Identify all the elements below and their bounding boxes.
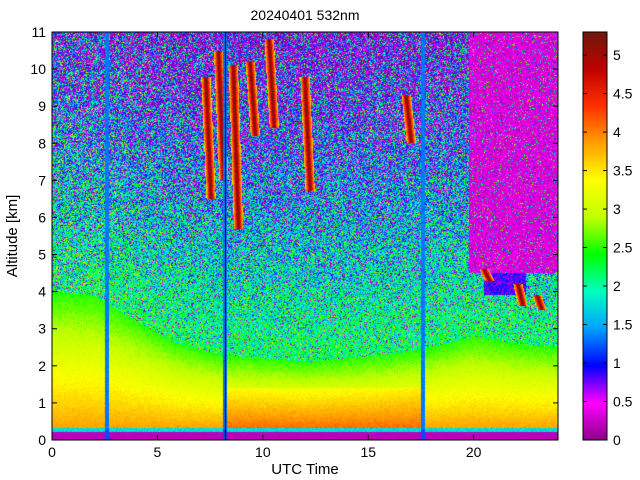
colorbar-tick-label: 0 bbox=[613, 432, 621, 448]
y-tick-label: 0 bbox=[38, 432, 46, 448]
y-tick-label: 7 bbox=[38, 172, 46, 188]
colorbar-tick-label: 4 bbox=[613, 124, 621, 140]
heatmap-image bbox=[52, 32, 558, 440]
x-tick-label: 15 bbox=[360, 444, 376, 460]
y-tick-label: 10 bbox=[30, 61, 46, 77]
colorbar: 0 0.5 1 1.5 2 2.5 3 3.5 4 4.5 5 bbox=[582, 31, 633, 448]
y-tick-label: 8 bbox=[38, 135, 46, 151]
y-tick-label: 6 bbox=[38, 209, 46, 225]
colorbar-tick-label: 0.5 bbox=[613, 394, 633, 410]
colorbar-ticks: 0 0.5 1 1.5 2 2.5 3 3.5 4 4.5 5 bbox=[583, 47, 633, 448]
colorbar-tick-label: 4.5 bbox=[613, 86, 633, 102]
x-axis: 0 5 10 15 20 bbox=[48, 32, 482, 460]
colorbar-tick-label: 2.5 bbox=[613, 240, 633, 256]
y-tick-label: 3 bbox=[38, 321, 46, 337]
x-tick-label: 5 bbox=[154, 444, 162, 460]
colorbar-tick-label: 1.5 bbox=[613, 317, 633, 333]
colorbar-tick-label: 1 bbox=[613, 355, 621, 371]
x-tick-label: 20 bbox=[466, 444, 482, 460]
y-tick-label: 2 bbox=[38, 358, 46, 374]
y-axis-label: Altitude [km] bbox=[4, 195, 21, 278]
y-tick-label: 9 bbox=[38, 98, 46, 114]
colorbar-tick-label: 2 bbox=[613, 278, 621, 294]
y-tick-label: 4 bbox=[38, 284, 46, 300]
chart-title: 20240401 532nm bbox=[251, 7, 360, 23]
y-tick-label: 11 bbox=[31, 24, 46, 40]
colorbar-tick-label: 3 bbox=[613, 201, 621, 217]
y-tick-label: 5 bbox=[38, 247, 46, 263]
colorbar-gradient bbox=[582, 31, 608, 441]
y-axis: 0 1 2 3 4 5 6 7 8 9 10 11 bbox=[30, 24, 558, 448]
colorbar-tick-label: 3.5 bbox=[613, 163, 633, 179]
colorbar-tick-label: 5 bbox=[613, 47, 621, 63]
x-axis-label: UTC Time bbox=[271, 461, 339, 478]
x-tick-label: 10 bbox=[255, 444, 271, 460]
x-tick-label: 0 bbox=[48, 444, 56, 460]
y-tick-label: 1 bbox=[38, 395, 46, 411]
plot-frame bbox=[51, 31, 559, 441]
plot-area bbox=[51, 31, 559, 441]
